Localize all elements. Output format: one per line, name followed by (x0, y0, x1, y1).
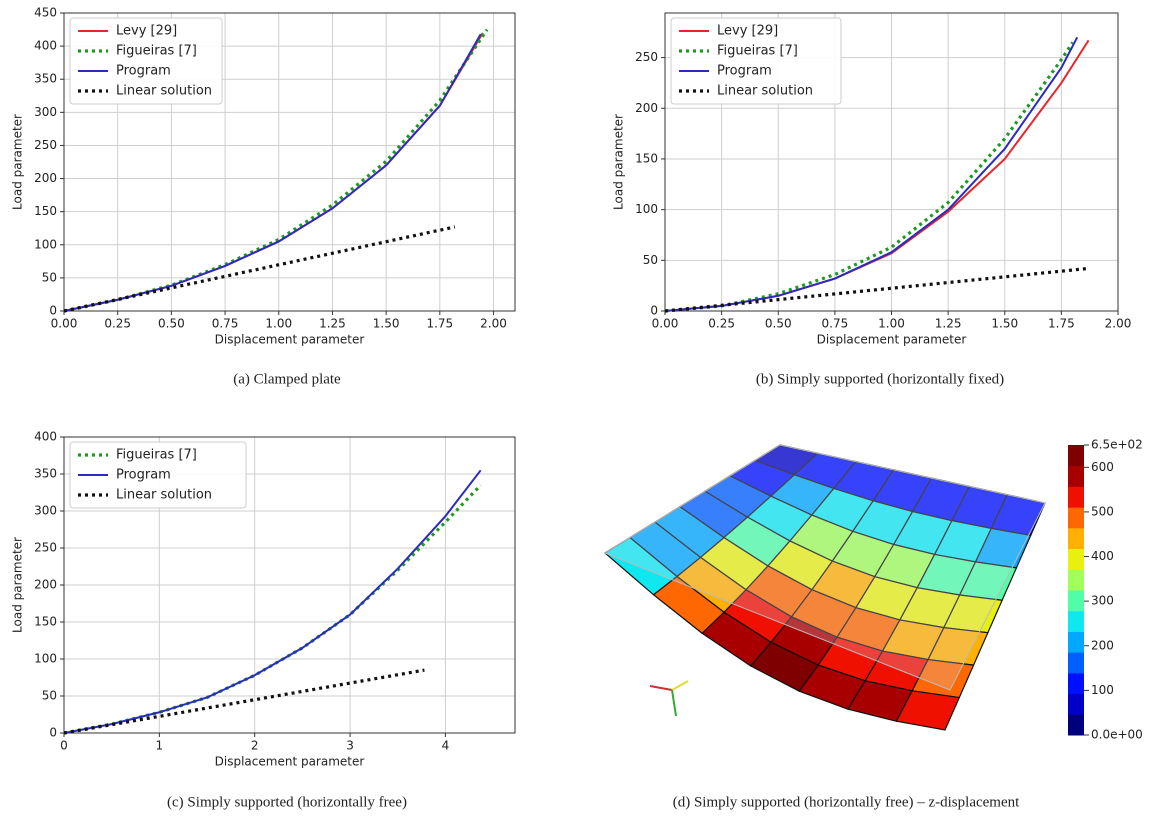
series-line (665, 268, 1089, 311)
x-tick-label: 0.50 (765, 317, 792, 331)
colorbar-label: 6.5e+02 (1091, 438, 1143, 452)
y-tick-label: 0 (49, 304, 57, 318)
x-tick-label: 2.00 (1105, 317, 1132, 331)
colorbar-band (1068, 569, 1084, 590)
y-tick-label: 100 (635, 202, 658, 216)
colorbar-band (1068, 507, 1084, 528)
y-axis-label: Load parameter (11, 537, 25, 633)
y-tick-label: 50 (42, 270, 57, 284)
colorbar-band (1068, 590, 1084, 611)
y-tick-label: 200 (34, 578, 57, 592)
x-tick-label: 1.00 (878, 317, 905, 331)
caption: (a) Clamped plate (233, 371, 341, 387)
triad-x (650, 686, 672, 690)
y-tick-label: 250 (34, 541, 57, 555)
colorbar-band (1068, 528, 1084, 549)
y-tick-label: 400 (34, 430, 57, 444)
figure: 0.00 0.25 0.50 0.75 1.00 1.25 1.50 1.75 2.00 0 50 1… (0, 0, 1162, 819)
x-tick-label: 1.25 (319, 317, 346, 331)
colorbar-band (1068, 466, 1084, 487)
x-tick-label: 0.50 (158, 317, 185, 331)
caption: (b) Simply supported (horizontally fixed… (756, 371, 1004, 387)
colorbar-label: 400 (1091, 549, 1114, 563)
legend-label: Linear solution (717, 84, 813, 99)
y-tick-label: 100 (34, 237, 57, 251)
x-axis-label: Displacement parameter (215, 333, 365, 347)
x-tick-label: 0 (60, 739, 68, 753)
colorbar-band (1068, 445, 1084, 466)
x-tick-label: 1.75 (1048, 317, 1075, 331)
y-tick-label: 200 (635, 101, 658, 115)
y-tick-label: 50 (42, 689, 57, 703)
legend-label: Program (116, 64, 171, 79)
y-tick-label: 250 (34, 138, 57, 152)
colorbar-band (1068, 652, 1084, 673)
colorbar-label: 500 (1091, 504, 1114, 518)
y-tick-label: 150 (34, 615, 57, 629)
y-tick-label: 0 (49, 726, 57, 740)
y-tick-label: 250 (635, 50, 658, 64)
x-tick-label: 0.00 (51, 317, 78, 331)
y-tick-label: 150 (34, 204, 57, 218)
colorbar-band (1068, 549, 1084, 570)
y-tick-label: 450 (34, 6, 57, 20)
legend-label: Figueiras [7] (116, 448, 197, 463)
legend-label: Linear solution (116, 488, 212, 503)
x-tick-label: 0.25 (708, 317, 735, 331)
x-tick-label: 1.50 (991, 317, 1018, 331)
colorbar-band (1068, 611, 1084, 632)
colorbar-label: 0.0e+00 (1091, 728, 1143, 742)
colorbar-label: 300 (1091, 594, 1114, 608)
x-tick-label: 1.75 (426, 317, 453, 331)
colorbar-band (1068, 694, 1084, 715)
x-tick-label: 0.25 (104, 317, 131, 331)
x-tick-label: 0.00 (652, 317, 679, 331)
x-tick-label: 3 (346, 739, 354, 753)
legend-label: Program (717, 64, 772, 79)
colorbar-band (1068, 673, 1084, 694)
legend-label: Program (116, 468, 171, 483)
x-tick-label: 1.50 (373, 317, 400, 331)
series-line (64, 470, 481, 733)
legend-label: Levy [29] (717, 24, 778, 39)
y-tick-label: 350 (34, 467, 57, 481)
colorbar-label: 600 (1091, 460, 1114, 474)
x-tick-label: 4 (442, 739, 450, 753)
x-tick-label: 1 (156, 739, 164, 753)
legend-label: Figueiras [7] (116, 44, 197, 59)
y-tick-label: 350 (34, 72, 57, 86)
x-tick-label: 2 (251, 739, 259, 753)
colorbar-band (1068, 486, 1084, 507)
caption: (c) Simply supported (horizontally free) (167, 794, 407, 810)
triad-z (672, 690, 676, 716)
x-tick-label: 1.25 (935, 317, 962, 331)
legend-label: Levy [29] (116, 24, 177, 39)
y-tick-label: 200 (34, 171, 57, 185)
colorbar-label: 200 (1091, 638, 1114, 652)
x-axis-label: Displacement parameter (817, 333, 967, 347)
caption: (d) Simply supported (horizontally free)… (673, 794, 1020, 810)
x-tick-label: 1.00 (265, 317, 292, 331)
colorbar-band (1068, 714, 1084, 735)
triad-y (672, 681, 688, 690)
x-tick-label: 0.75 (212, 317, 239, 331)
y-axis-label: Load parameter (612, 114, 626, 210)
y-tick-label: 400 (34, 39, 57, 53)
y-tick-label: 300 (34, 504, 57, 518)
y-tick-label: 0 (650, 304, 658, 318)
x-tick-label: 2.00 (480, 317, 507, 331)
y-tick-label: 150 (635, 151, 658, 165)
x-axis-label: Displacement parameter (215, 755, 365, 769)
legend-label: Linear solution (116, 84, 212, 99)
colorbar-band (1068, 631, 1084, 652)
y-tick-label: 300 (34, 105, 57, 119)
x-tick-label: 0.75 (822, 317, 849, 331)
y-tick-label: 100 (34, 652, 57, 666)
colorbar-label: 100 (1091, 683, 1114, 697)
legend-label: Figueiras [7] (717, 44, 798, 59)
y-tick-label: 50 (643, 253, 658, 267)
y-axis-label: Load parameter (11, 114, 25, 210)
